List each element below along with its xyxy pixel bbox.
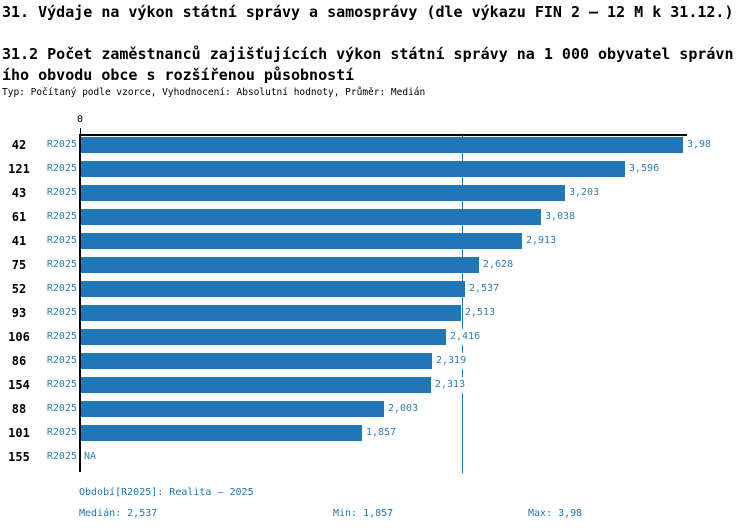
- chart-row: 86 R2025 2,319: [0, 353, 750, 369]
- bar-value-label: 2,416: [448, 329, 483, 345]
- indicator-subtitle-line2: ího obvodu obce s rozšířenou působností: [2, 66, 355, 84]
- bar: [81, 281, 465, 297]
- row-period-label: R2025: [46, 211, 77, 222]
- row-category-id: 88: [11, 402, 27, 416]
- bar: [81, 329, 446, 345]
- bar: [81, 305, 461, 321]
- bar-value-label: 1,857: [364, 425, 399, 441]
- bar: [81, 401, 384, 417]
- bar: [81, 257, 479, 273]
- chart-row: 121 R2025 3,596: [0, 161, 750, 177]
- x-axis-line: [79, 133, 687, 136]
- bar: [81, 233, 522, 249]
- x-axis-zero-tick-label: 0: [76, 114, 84, 125]
- bar-value-label: 3,98: [685, 137, 714, 153]
- bar-value-label: 3,203: [567, 185, 602, 201]
- row-category-id: 41: [11, 234, 27, 248]
- chart-row: 101 R2025 1,857: [0, 425, 750, 441]
- indicator-meta-line: Typ: Počítaný podle vzorce, Vyhodnocení:…: [2, 87, 426, 98]
- row-period-label: R2025: [46, 283, 77, 294]
- bar: [81, 353, 432, 369]
- row-category-id: 93: [11, 306, 27, 320]
- footer-median-stat: Medián: 2,537: [79, 508, 158, 519]
- row-period-label: R2025: [46, 451, 77, 462]
- row-period-label: R2025: [46, 379, 77, 390]
- row-category-id: 75: [11, 258, 27, 272]
- chart-row: 93 R2025 2,513: [0, 305, 750, 321]
- bar: [81, 161, 625, 177]
- row-period-label: R2025: [46, 331, 77, 342]
- chart-row: 155 R2025 NA: [0, 449, 750, 465]
- bar-value-label: 2,913: [524, 233, 559, 249]
- row-period-label: R2025: [46, 139, 77, 150]
- y-axis-line: [79, 133, 81, 472]
- chart-row: 42 R2025 3,98: [0, 137, 750, 153]
- report-title: 31. Výdaje na výkon státní správy a samo…: [2, 3, 734, 21]
- chart-row: 75 R2025 2,628: [0, 257, 750, 273]
- bar-value-label: 2,628: [481, 257, 516, 273]
- row-category-id: 155: [8, 450, 30, 464]
- row-category-id: 121: [8, 162, 30, 176]
- row-category-id: 42: [11, 138, 27, 152]
- footer-period-label: Období[R2025]: Realita – 2025: [79, 487, 254, 498]
- indicator-subtitle-line1: 31.2 Počet zaměstnanců zajišťujících výk…: [2, 45, 734, 63]
- footer-max-stat: Max: 3,98: [528, 508, 583, 519]
- row-category-id: 154: [8, 378, 30, 392]
- chart-row: 88 R2025 2,003: [0, 401, 750, 417]
- chart-row: 41 R2025 2,913: [0, 233, 750, 249]
- row-category-id: 61: [11, 210, 27, 224]
- chart-row: 52 R2025 2,537: [0, 281, 750, 297]
- row-period-label: R2025: [46, 235, 77, 246]
- x-axis-zero-tick: [79, 128, 81, 134]
- row-category-id: 101: [8, 426, 30, 440]
- bar-value-label: 2,513: [463, 305, 498, 321]
- bar-value-label: 2,537: [467, 281, 502, 297]
- row-period-label: R2025: [46, 163, 77, 174]
- row-category-id: 52: [11, 282, 27, 296]
- bar: [81, 377, 431, 393]
- row-category-id: 43: [11, 186, 27, 200]
- bar-value-label: 2,319: [434, 353, 469, 369]
- row-period-label: R2025: [46, 307, 77, 318]
- median-reference-line: [461, 135, 464, 473]
- bar-value-label: 2,003: [386, 401, 421, 417]
- row-period-label: R2025: [46, 403, 77, 414]
- row-period-label: R2025: [46, 427, 77, 438]
- row-period-label: R2025: [46, 259, 77, 270]
- bar: [81, 185, 565, 201]
- chart-row: 43 R2025 3,203: [0, 185, 750, 201]
- bar: [81, 209, 541, 225]
- indicator-subtitle: 31.2 Počet zaměstnanců zajišťujících výk…: [2, 44, 734, 86]
- row-category-id: 86: [11, 354, 27, 368]
- bar: [81, 137, 683, 153]
- row-period-label: R2025: [46, 355, 77, 366]
- bar: [81, 425, 362, 441]
- bar-value-label: 3,038: [543, 209, 578, 225]
- footer-min-stat: Min: 1,857: [333, 508, 394, 519]
- row-category-id: 106: [8, 330, 30, 344]
- bar-na-label: NA: [82, 449, 99, 465]
- chart-row: 154 R2025 2,313: [0, 377, 750, 393]
- chart-row: 61 R2025 3,038: [0, 209, 750, 225]
- bar-value-label: 3,596: [627, 161, 662, 177]
- chart-row: 106 R2025 2,416: [0, 329, 750, 345]
- bar-value-label: 2,313: [433, 377, 468, 393]
- row-period-label: R2025: [46, 187, 77, 198]
